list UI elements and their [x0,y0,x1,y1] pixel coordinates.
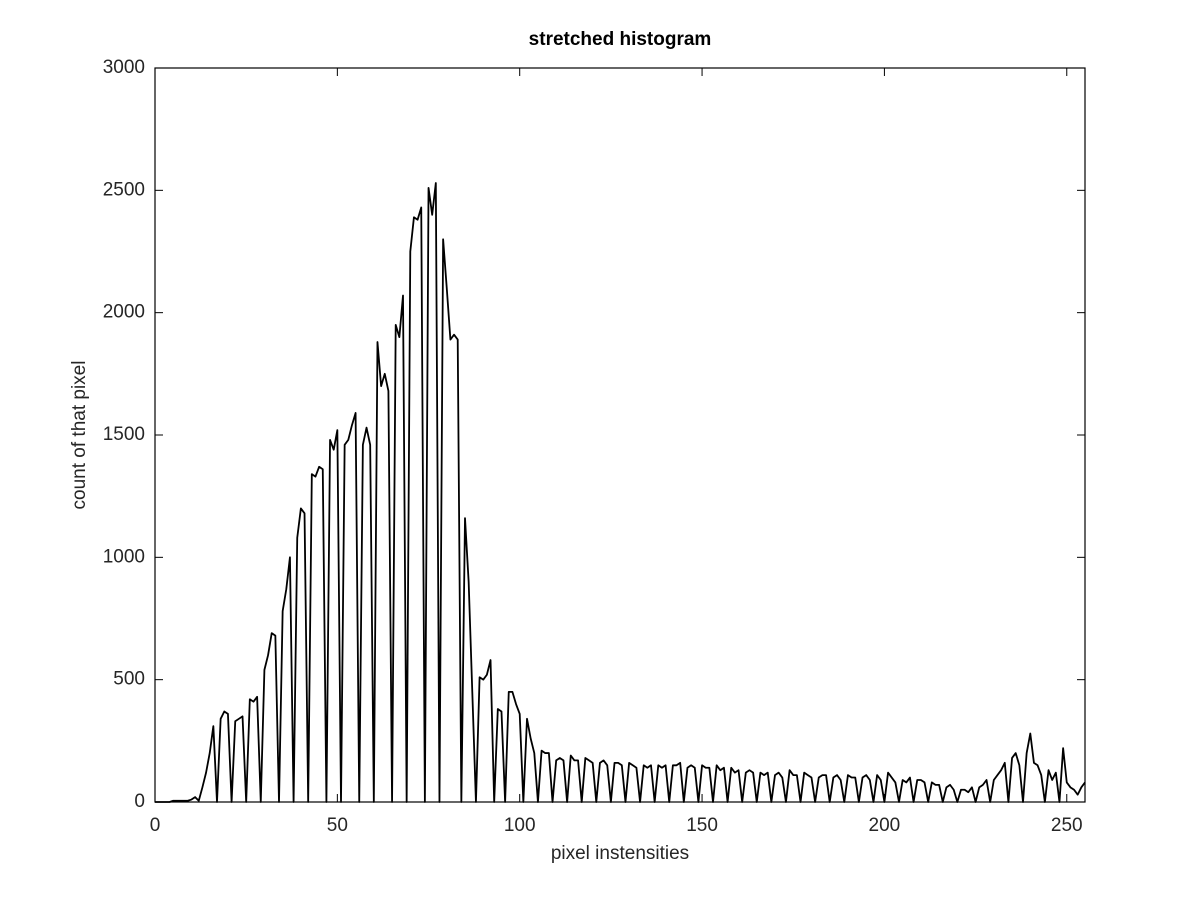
data-line [155,182,1086,803]
x-tick-label: 100 [504,815,536,836]
x-tick-label: 250 [1051,815,1083,836]
y-axis-label: count of that pixel [69,361,90,510]
x-tick-label: 150 [686,815,718,836]
x-tick-label: 0 [150,815,161,836]
x-tick-label: 50 [327,815,348,836]
chart-title: stretched histogram [529,29,712,50]
y-tick-label: 500 [113,669,145,690]
x-axis-label: pixel instensities [551,843,689,864]
y-tick-label: 1500 [103,424,145,445]
y-tick-label: 1000 [103,546,145,567]
y-tick-label: 0 [134,791,145,812]
y-tick-label: 3000 [103,57,145,78]
y-tick-label: 2500 [103,179,145,200]
y-tick-label: 2000 [103,302,145,323]
x-tick-label: 200 [869,815,901,836]
